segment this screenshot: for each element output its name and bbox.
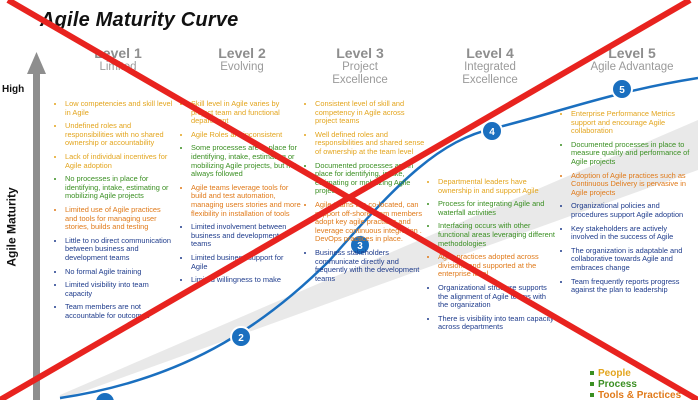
level-1-header: Level 1 Limited (58, 45, 178, 74)
y-axis-label: Agile Maturity (4, 187, 19, 267)
y-axis-bar (33, 72, 40, 400)
marker-2: 2 (230, 326, 252, 348)
legend: People Process Tools & Practices (590, 368, 681, 401)
level-4-item: Organizational structure supports the al… (438, 283, 555, 310)
level-3-subtitle: Project Excellence (332, 61, 388, 86)
y-axis-high-label: High (2, 84, 25, 95)
level-5-item: The organization is adaptable and collab… (571, 246, 693, 273)
column-level-3: Consistent level of skill and competency… (307, 99, 425, 288)
level-2-item: Limited willingness to make (191, 275, 301, 285)
level-5-item: Team frequently reports progress against… (571, 277, 693, 295)
legend-bullet-icon (590, 371, 594, 376)
marker-2-label: 2 (238, 333, 244, 344)
column-level-2: Skill level in Agile varies by project t… (183, 99, 301, 290)
level-5-item: Organizational policies and procedures s… (571, 201, 693, 219)
marker-5-label: 5 (619, 85, 625, 96)
legend-label: People (598, 368, 631, 379)
level-1-item: Team members are not accountable for out… (65, 302, 175, 320)
level-1-item: Low competencies and skill level in Agil… (65, 99, 175, 117)
legend-bullet-icon (590, 382, 594, 387)
level-3-item: Well defined roles and responsibilities … (315, 130, 425, 157)
level-4-name: Level 4 (466, 45, 514, 61)
level-4-item: Agile practices adopted across divisions… (438, 252, 555, 279)
column-level-1: Low competencies and skill level in Agil… (57, 99, 175, 325)
level-5-item: Key stakeholders are actively involved i… (571, 224, 693, 242)
y-axis-arrowhead (27, 52, 46, 74)
level-5-item: Enterprise Performance Metrics support a… (571, 109, 693, 136)
level-2-item: Limited involvement between business and… (191, 222, 301, 249)
level-5-item: Adoption of Agile practices such as Cont… (571, 171, 693, 198)
level-2-item: Agile Roles are inconsistent (191, 130, 301, 140)
legend-label: Process (598, 379, 637, 390)
level-2-item: Some processes are in place for identify… (191, 144, 301, 178)
marker-1 (94, 391, 116, 400)
level-1-subtitle: Limited (99, 61, 137, 73)
level-4-item: Departmental leaders have ownership in a… (438, 177, 555, 195)
legend-item: People (590, 368, 681, 379)
level-3-item: Agile teams are co-located, can support … (315, 200, 425, 244)
level-2-item: Skill level in Agile varies by project t… (191, 99, 301, 126)
level-3-item: Business stakeholders communicate direct… (315, 248, 425, 283)
legend-bullet-icon (590, 393, 594, 398)
marker-4: 4 (481, 120, 503, 142)
level-1-item: Little to no direct communication betwee… (65, 236, 175, 263)
level-1-item: No formal Agile training (65, 267, 175, 277)
level-2-subtitle: Evolving (220, 61, 264, 73)
level-5-item: Documented processes in place to measure… (571, 140, 693, 167)
level-4-subtitle: Integrated Excellence (462, 61, 518, 86)
level-1-item: Lack of individual incentives for Agile … (65, 152, 175, 170)
level-3-header: Level 3 Project Excellence (300, 45, 420, 87)
legend-item: Tools & Practices (590, 390, 681, 401)
level-4-item: There is visibility into team capacity a… (438, 314, 555, 332)
marker-4-label: 4 (489, 127, 495, 138)
marker-5: 5 (611, 78, 633, 100)
level-3-item: Documented processes are in place for id… (315, 161, 425, 196)
level-3-item: Consistent level of skill and competency… (315, 99, 425, 126)
level-4-item: Interfacing occurs with other functional… (438, 222, 555, 248)
level-1-item: Limited visibility into team capacity (65, 280, 175, 298)
level-5-subtitle: Agile Advantage (590, 61, 674, 73)
level-5-header: Level 5 Agile Advantage (572, 45, 692, 74)
level-2-name: Level 2 (218, 45, 266, 61)
legend-item: Process (590, 379, 681, 390)
level-5-name: Level 5 (608, 45, 656, 61)
level-1-item: No processes in place for identifying, i… (65, 174, 175, 201)
level-4-item: Process for integrating Agile and waterf… (438, 199, 555, 217)
level-3-name: Level 3 (336, 45, 384, 61)
level-4-header: Level 4 Integrated Excellence (430, 45, 550, 87)
level-2-header: Level 2 Evolving (182, 45, 302, 74)
level-1-item: Limited use of Agile practices and tools… (65, 205, 175, 232)
level-2-item: Limited business support for Agile (191, 253, 301, 271)
column-level-5: Enterprise Performance Metrics support a… (563, 109, 693, 300)
level-1-item: Undefined roles and responsibilities wit… (65, 121, 175, 148)
column-level-4: Departmental leaders have ownership in a… (430, 177, 555, 337)
level-2-item: Agile teams leverage tools for build and… (191, 183, 301, 218)
legend-label: Tools & Practices (598, 390, 682, 401)
level-1-name: Level 1 (94, 45, 142, 61)
